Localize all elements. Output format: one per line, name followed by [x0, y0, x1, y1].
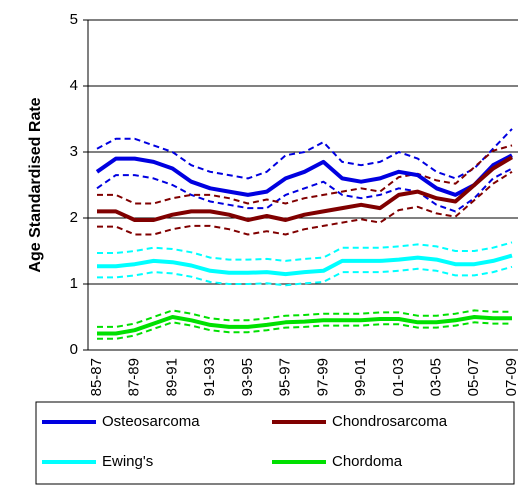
series-line — [97, 315, 512, 336]
x-tick-label: 99-01 — [352, 358, 369, 396]
x-tick-label: 05-07 — [465, 358, 482, 396]
lower-bound-line — [97, 321, 512, 340]
x-tick-label: 03-05 — [428, 358, 445, 396]
x-tick-label: 87-89 — [126, 358, 143, 396]
legend-label: Ewing's — [102, 453, 153, 470]
x-tick-label: 93-95 — [239, 358, 256, 396]
upper-bound-line — [97, 241, 513, 262]
x-tick-label: 01-03 — [390, 358, 407, 396]
lower-bound-line — [97, 170, 513, 236]
x-tick-label: 89-91 — [163, 358, 180, 396]
x-tick-label: 85-87 — [88, 358, 105, 396]
y-tick-label: 5 — [70, 11, 78, 28]
upper-bound-line — [96, 128, 513, 180]
y-tick-label: 2 — [70, 209, 78, 226]
x-tick-label: 95-97 — [277, 358, 294, 396]
lower-bound-line — [97, 265, 513, 287]
x-tick-label: 07-09 — [503, 358, 520, 396]
upper-bound-line — [97, 144, 513, 205]
legend-box — [35, 401, 515, 485]
legend-label: Chondrosarcoma — [332, 413, 448, 430]
x-tick-label: 91-93 — [201, 358, 218, 396]
legend-label: Chordoma — [332, 453, 403, 470]
series-line — [97, 155, 514, 222]
y-tick-label: 0 — [70, 341, 78, 358]
legend-label: Osteosarcoma — [102, 413, 200, 430]
x-tick-label: 97-99 — [314, 358, 331, 396]
series-line — [95, 153, 513, 197]
y-tick-label: 1 — [70, 275, 78, 292]
y-tick-label: 4 — [70, 77, 78, 94]
series-line — [97, 253, 513, 277]
upper-bound-line — [97, 309, 512, 328]
lower-bound-line — [96, 167, 513, 213]
y-axis-label: Age Standardised Rate — [27, 97, 44, 272]
y-tick-label: 3 — [70, 143, 78, 160]
